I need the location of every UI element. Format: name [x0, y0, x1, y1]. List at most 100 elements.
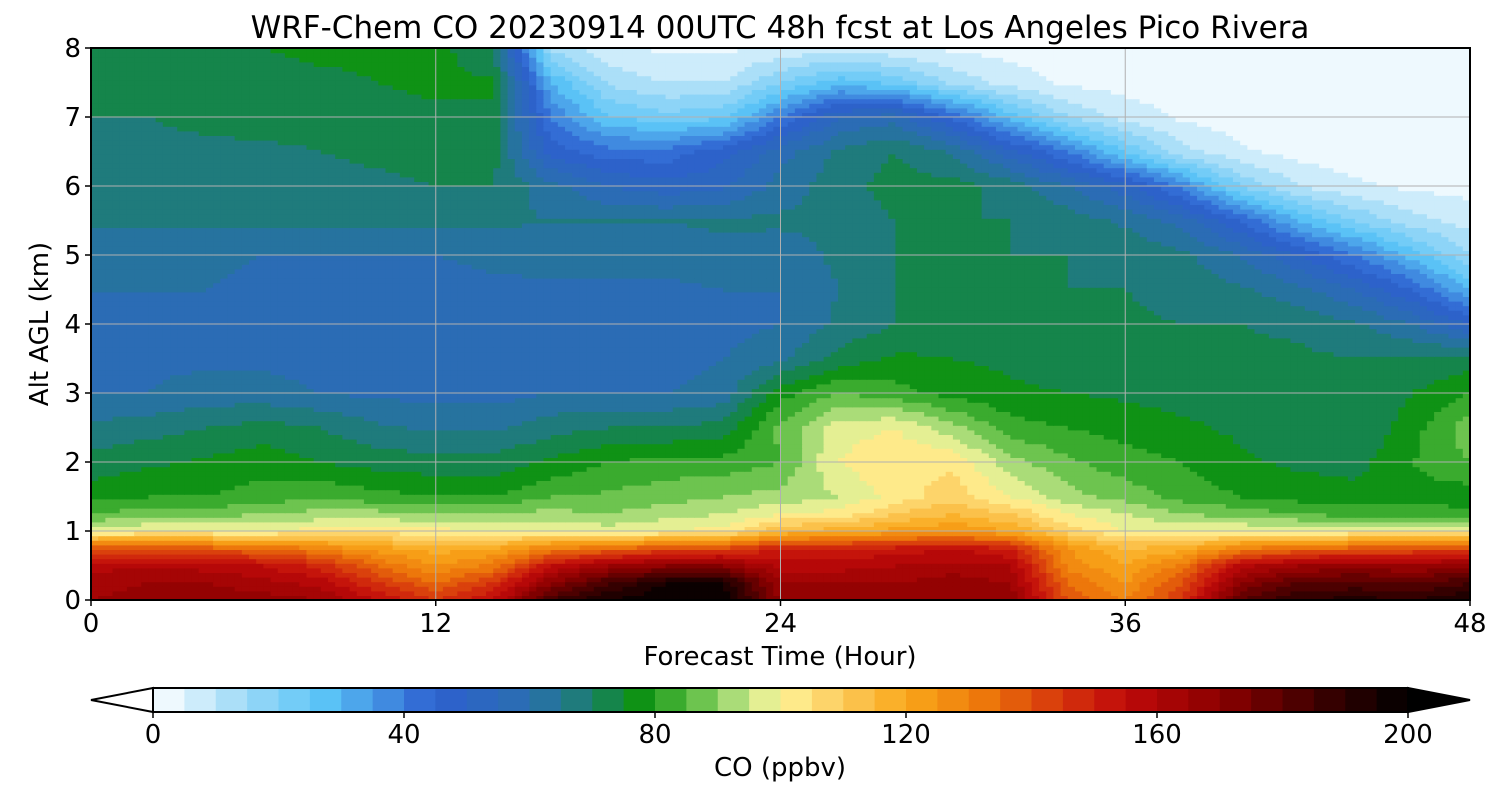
heatmap-cell: [421, 503, 429, 508]
heatmap-cell: [989, 545, 997, 550]
heatmap-cell: [824, 485, 832, 490]
heatmap-cell: [1147, 499, 1155, 504]
heatmap-cell: [687, 549, 695, 554]
heatmap-cell: [206, 513, 214, 518]
heatmap-cell: [982, 554, 990, 559]
heatmap-cell: [630, 577, 638, 582]
heatmap-cell: [1369, 480, 1377, 485]
heatmap-cell: [1068, 485, 1076, 490]
heatmap-cell: [730, 480, 738, 485]
heatmap-cell: [1154, 508, 1162, 513]
heatmap-cell: [910, 485, 918, 490]
heatmap-cell: [644, 554, 652, 559]
heatmap-cell: [1176, 549, 1184, 554]
heatmap-cell: [1326, 559, 1334, 564]
heatmap-cell: [1161, 536, 1169, 541]
heatmap-cell: [1413, 549, 1421, 554]
heatmap-cell: [543, 522, 551, 527]
heatmap-cell: [996, 503, 1004, 508]
heatmap-cell: [199, 494, 207, 499]
heatmap-cell: [1355, 522, 1363, 527]
heatmap-cell: [220, 540, 228, 545]
heatmap-cell: [1247, 485, 1255, 490]
heatmap-cell: [256, 522, 264, 527]
heatmap-cell: [364, 582, 372, 587]
heatmap-cell: [572, 499, 580, 504]
heatmap-cell: [378, 499, 386, 504]
heatmap-cell: [824, 586, 832, 591]
heatmap-cell: [1326, 591, 1334, 596]
heatmap-cell: [709, 549, 717, 554]
heatmap-cell: [1003, 531, 1011, 536]
heatmap-cell: [1434, 572, 1442, 577]
heatmap-cell: [400, 572, 408, 577]
heatmap-cell: [1441, 559, 1449, 564]
heatmap-cell: [960, 517, 968, 522]
heatmap-cell: [723, 508, 731, 513]
heatmap-cell: [637, 499, 645, 504]
heatmap-cell: [170, 531, 178, 536]
heatmap-cell: [357, 563, 365, 568]
heatmap-cell: [881, 568, 889, 573]
heatmap-cell: [996, 485, 1004, 490]
heatmap-cell: [1283, 494, 1291, 499]
heatmap-cell: [1125, 577, 1133, 582]
heatmap-cell: [1183, 591, 1191, 596]
heatmap-cell: [249, 485, 257, 490]
heatmap-cell: [687, 513, 695, 518]
heatmap-cell: [759, 536, 767, 541]
heatmap-cell: [271, 577, 279, 582]
heatmap-cell: [752, 568, 760, 573]
heatmap-cell: [177, 586, 185, 591]
heatmap-cell: [903, 582, 911, 587]
heatmap-cell: [931, 503, 939, 508]
heatmap-cell: [192, 568, 200, 573]
heatmap-cell: [1276, 549, 1284, 554]
heatmap-cell: [1441, 499, 1449, 504]
heatmap-cell: [860, 545, 868, 550]
heatmap-cell: [608, 508, 616, 513]
heatmap-cell: [1226, 554, 1234, 559]
heatmap-cell: [701, 522, 709, 527]
heatmap-cell: [357, 559, 365, 564]
heatmap-cell: [1276, 559, 1284, 564]
heatmap-cell: [1025, 591, 1033, 596]
heatmap-cell: [694, 577, 702, 582]
heatmap-cell: [888, 563, 896, 568]
heatmap-cell: [888, 577, 896, 582]
heatmap-cell: [572, 540, 580, 545]
heatmap-cell: [148, 563, 156, 568]
heatmap-cell: [421, 480, 429, 485]
heatmap-cell: [192, 499, 200, 504]
heatmap-cell: [809, 522, 817, 527]
heatmap-cell: [1132, 554, 1140, 559]
heatmap-cell: [1427, 586, 1435, 591]
heatmap-cell: [838, 559, 846, 564]
heatmap-cell: [299, 540, 307, 545]
heatmap-cell: [1118, 591, 1126, 596]
heatmap-cell: [1448, 503, 1456, 508]
heatmap-cell: [421, 508, 429, 513]
heatmap-cell: [479, 513, 487, 518]
heatmap-cell: [414, 513, 422, 518]
heatmap-cell: [350, 568, 358, 573]
heatmap-cell: [263, 554, 271, 559]
heatmap-cell: [472, 531, 480, 536]
heatmap-cell: [1046, 494, 1054, 499]
heatmap-cell: [472, 485, 480, 490]
heatmap-cell: [242, 517, 250, 522]
heatmap-cell: [1247, 531, 1255, 536]
heatmap-cell: [1154, 536, 1162, 541]
heatmap-cell: [737, 582, 745, 587]
heatmap-cell: [831, 540, 839, 545]
heatmap-cell: [1226, 494, 1234, 499]
heatmap-cell: [529, 508, 537, 513]
heatmap-cell: [565, 531, 573, 536]
heatmap-cell: [1089, 503, 1097, 508]
heatmap-cell: [1010, 499, 1018, 504]
heatmap-cell: [1334, 485, 1342, 490]
heatmap-cell: [1398, 563, 1406, 568]
heatmap-cell: [1219, 568, 1227, 573]
heatmap-cell: [1097, 582, 1105, 587]
heatmap-cell: [1097, 517, 1105, 522]
